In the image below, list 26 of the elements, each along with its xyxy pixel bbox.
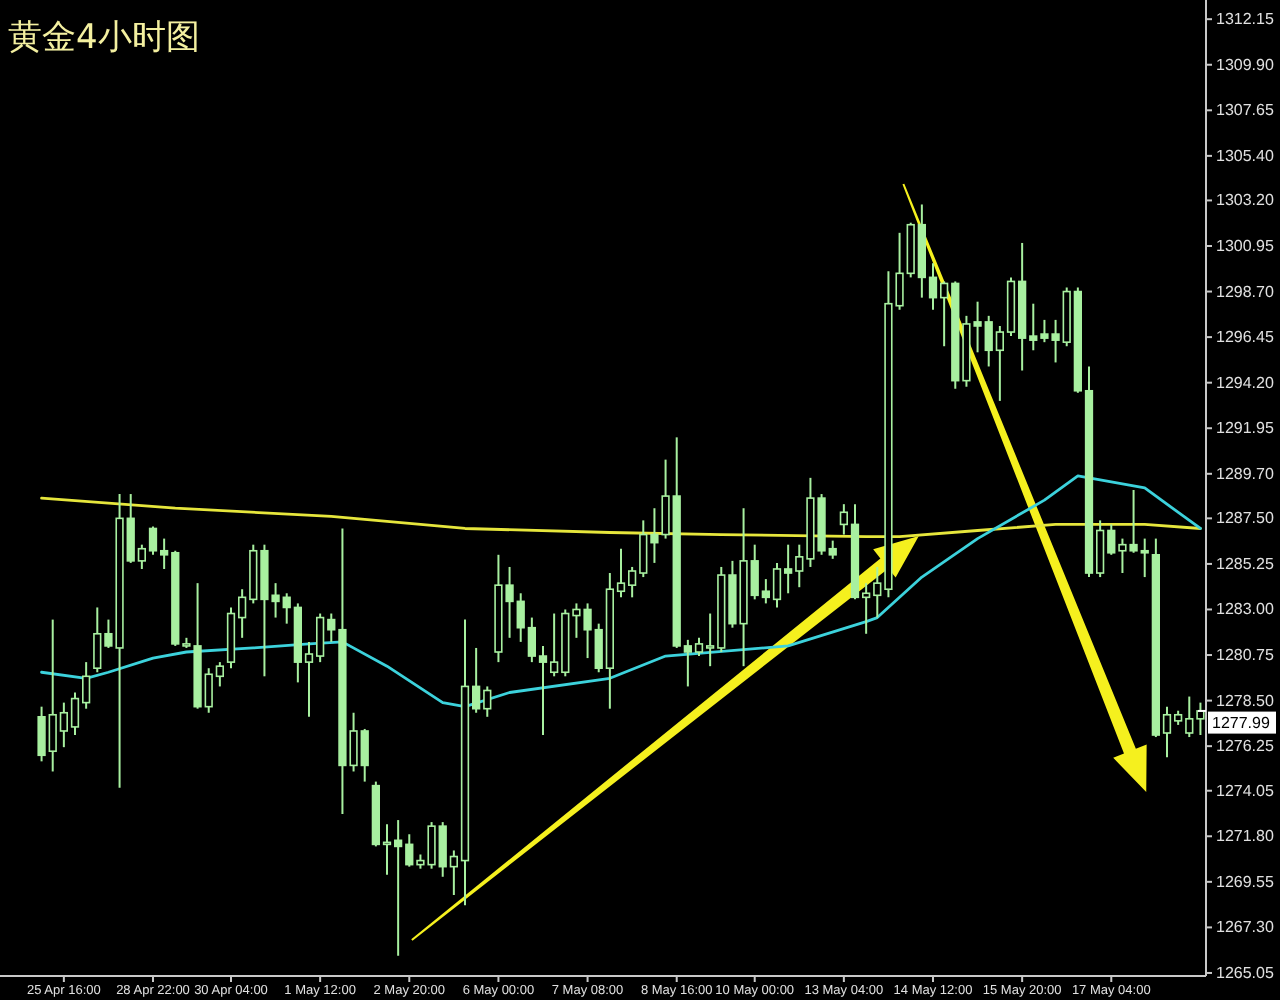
y-tick-label: 1296.45	[1216, 328, 1275, 347]
y-tick-label: 1305.40	[1216, 146, 1275, 165]
y-tick-label: 1309.90	[1216, 55, 1275, 74]
y-tick-label: 1285.25	[1216, 554, 1275, 573]
y-tick-label: 1267.30	[1216, 918, 1275, 937]
y-tick-label: 1312.15	[1216, 10, 1275, 29]
y-tick-label: 1289.70	[1216, 464, 1275, 483]
chart-title: 黄金4小时图	[8, 18, 200, 58]
y-tick-label: 1294.20	[1216, 373, 1275, 392]
y-tick-label: 1278.50	[1216, 691, 1275, 710]
line-series	[40, 474, 1202, 709]
y-tick-label: 1303.20	[1216, 191, 1275, 210]
y-tick-label: 1280.75	[1216, 646, 1275, 665]
y-tick-label: 1287.50	[1216, 509, 1275, 528]
text: 1277.99	[1212, 713, 1271, 732]
y-tick-label: 1283.00	[1216, 600, 1275, 619]
y-tick-label: 1300.95	[1216, 236, 1275, 255]
y-tick-label: 1265.05	[1216, 963, 1275, 982]
y-tick-label: 1269.55	[1216, 872, 1275, 891]
line-series	[40, 496, 1202, 538]
y-tick-label: 1271.80	[1216, 827, 1275, 846]
y-tick-label: 1298.70	[1216, 282, 1275, 301]
y-tick-label: 1276.25	[1216, 737, 1275, 756]
y-tick-label: 1291.95	[1216, 419, 1275, 438]
y-tick-label: 1307.65	[1216, 101, 1275, 120]
y-tick-label: 1274.05	[1216, 781, 1275, 800]
